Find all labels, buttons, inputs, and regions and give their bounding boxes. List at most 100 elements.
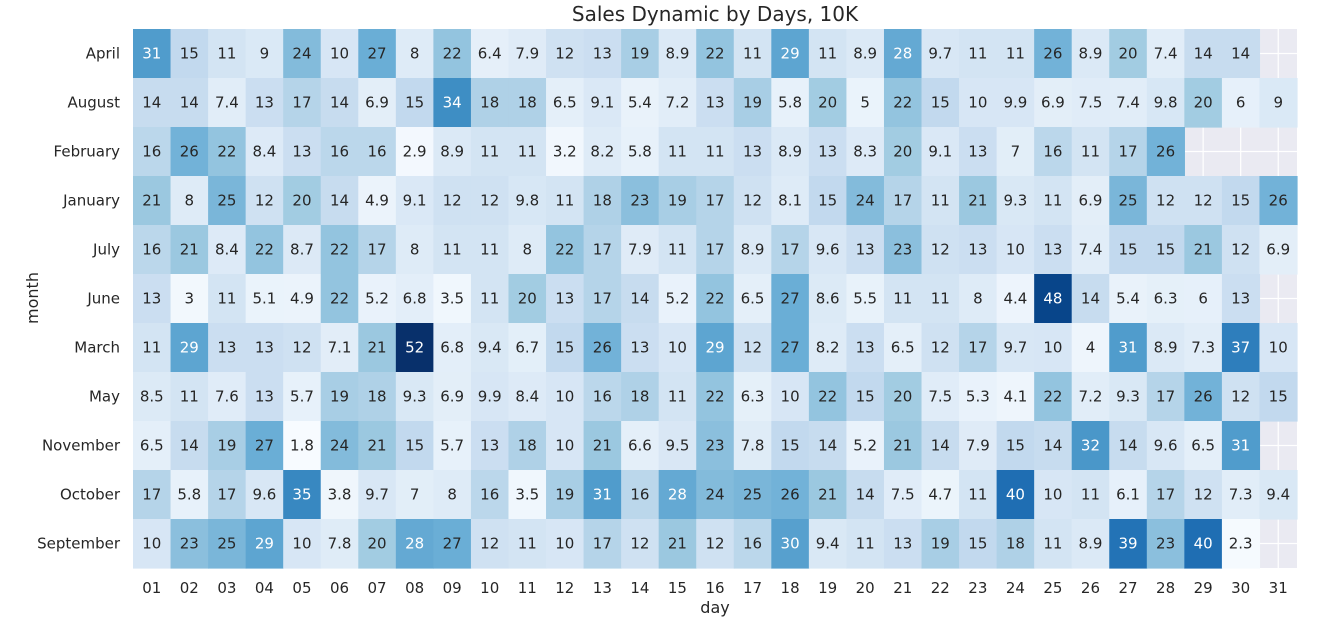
x-tick-label: 17 <box>743 579 762 597</box>
cell-value-label: 6.3 <box>1154 290 1178 308</box>
heatmap-cell <box>358 470 397 520</box>
heatmap-cell <box>433 127 472 177</box>
cell-value-label: 4.4 <box>1003 290 1027 308</box>
cell-value-label: 8.9 <box>666 45 690 63</box>
cell-value-label: 24 <box>856 192 875 210</box>
heatmap-cell <box>470 470 510 520</box>
cell-value-label: 11 <box>443 241 462 259</box>
cell-value-label: 7.8 <box>741 437 765 455</box>
heatmap-cell <box>621 78 660 128</box>
heatmap-cell <box>1109 519 1148 569</box>
cell-value-label: 5.2 <box>666 290 690 308</box>
x-tick-label: 29 <box>1194 579 1213 597</box>
cell-value-label: 18 <box>368 388 387 406</box>
cell-value-label: 8 <box>185 192 195 210</box>
heatmap-cell <box>696 421 735 471</box>
x-tick-label: 25 <box>1043 579 1062 597</box>
heatmap-cell <box>208 274 247 324</box>
cell-value-label: 20 <box>893 143 912 161</box>
heatmap-cell <box>846 274 885 324</box>
cell-value-label: 15 <box>1231 192 1250 210</box>
chart-title: Sales Dynamic by Days, 10K <box>572 2 859 26</box>
cell-value-label: 15 <box>931 94 950 112</box>
heatmap-cell <box>546 29 585 79</box>
cell-value-label: 7.2 <box>666 94 690 112</box>
cell-value-label: 9.1 <box>590 94 614 112</box>
heatmap-cell <box>1259 78 1298 128</box>
cell-value-label: 19 <box>217 437 236 455</box>
cell-value-label: 9.1 <box>928 143 952 161</box>
cell-value-label: 19 <box>630 45 649 63</box>
heatmap-cell <box>470 225 510 275</box>
cell-value-label: 12 <box>705 535 724 553</box>
heatmap-cell <box>1259 323 1298 373</box>
cell-value-label: 8.2 <box>590 143 614 161</box>
x-tick-label: 04 <box>255 579 274 597</box>
heatmap-cell <box>921 421 960 471</box>
cell-value-label: 17 <box>593 290 612 308</box>
cell-value-label: 8 <box>410 45 420 63</box>
cell-value-label: 15 <box>1269 388 1288 406</box>
heatmap-cell <box>921 176 960 226</box>
heatmap-cell <box>433 519 472 569</box>
cell-value-label: 23 <box>630 192 649 210</box>
heatmap-cell <box>433 323 472 373</box>
y-tick-label: October <box>60 486 121 504</box>
cell-value-label: 5.8 <box>778 94 802 112</box>
heatmap-cell <box>283 29 322 79</box>
heatmap-cell <box>996 470 1035 520</box>
heatmap-cell <box>658 470 697 520</box>
x-tick-label: 15 <box>668 579 687 597</box>
cell-value-label: 13 <box>893 535 912 553</box>
cell-value-label: 6.1 <box>1116 486 1140 504</box>
cell-value-label: 9 <box>260 45 270 63</box>
cell-value-label: 11 <box>180 388 199 406</box>
cell-value-label: 11 <box>217 45 236 63</box>
heatmap-cell <box>658 323 697 373</box>
heatmap-cell <box>1221 470 1261 520</box>
heatmap-cell <box>1034 470 1073 520</box>
cell-value-label: 17 <box>217 486 236 504</box>
heatmap-cell <box>883 29 923 79</box>
x-tick-label: 28 <box>1156 579 1175 597</box>
cell-value-label: 14 <box>180 94 199 112</box>
heatmap-cell <box>208 372 247 422</box>
cell-value-label: 23 <box>705 437 724 455</box>
cell-value-label: 7.4 <box>1079 241 1103 259</box>
heatmap-cell <box>996 519 1035 569</box>
cell-value-label: 9.7 <box>1003 339 1027 357</box>
heatmap-cell <box>996 323 1035 373</box>
x-tick-label: 11 <box>518 579 537 597</box>
cell-value-label: 8.9 <box>1079 535 1103 553</box>
cell-value-label: 11 <box>893 290 912 308</box>
heatmap-cell <box>470 323 510 373</box>
heatmap-cell <box>846 323 885 373</box>
heatmap-cell <box>508 519 547 569</box>
cell-value-label: 13 <box>255 339 274 357</box>
cell-value-label: 2.9 <box>403 143 427 161</box>
heatmap-cell <box>1071 127 1110 177</box>
heatmap-cell <box>283 78 322 128</box>
cell-value-label: 9.9 <box>1003 94 1027 112</box>
cell-value-label: 6.5 <box>1191 437 1215 455</box>
cell-value-label: 11 <box>668 143 687 161</box>
heatmap-cell <box>1184 176 1223 226</box>
heatmap-cell <box>1071 29 1110 79</box>
heatmap-cell <box>470 519 510 569</box>
heatmap-cell <box>583 519 622 569</box>
heatmap-cell <box>1109 372 1148 422</box>
heatmap-cell <box>1034 372 1073 422</box>
heatmap-cell <box>358 176 397 226</box>
heatmap-cell <box>1071 225 1110 275</box>
heatmap-cell <box>959 519 998 569</box>
cell-value-label: 6.9 <box>440 388 464 406</box>
cell-value-label: 7.3 <box>1229 486 1253 504</box>
heatmap-cell <box>1221 421 1261 471</box>
heatmap-cell <box>395 274 434 324</box>
cell-value-label: 13 <box>142 290 161 308</box>
heatmap-cell <box>621 29 660 79</box>
cell-value-label: 22 <box>705 45 724 63</box>
cell-value-label: 6.7 <box>515 339 539 357</box>
cell-value-label: 8.6 <box>816 290 840 308</box>
cell-value-label: 12 <box>255 192 274 210</box>
